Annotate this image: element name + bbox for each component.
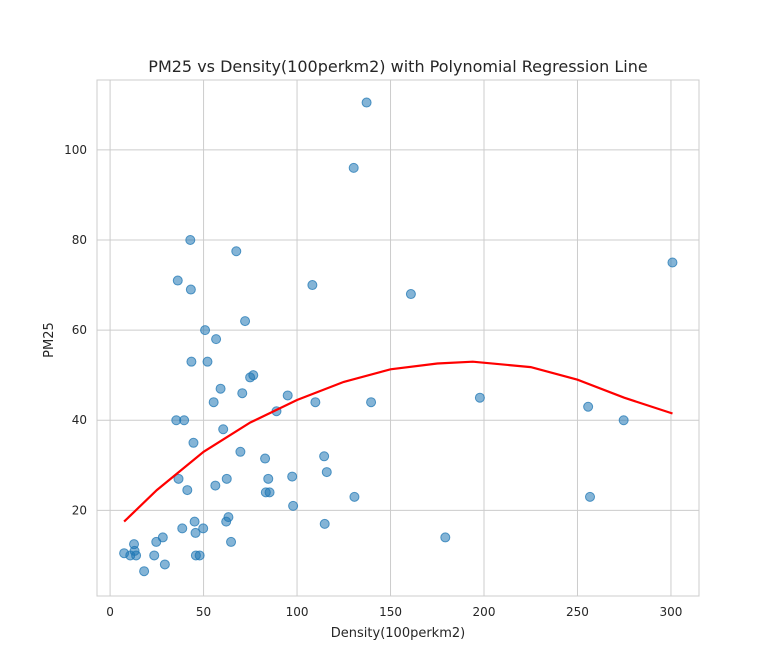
regression-line [123,360,673,523]
scatter-point [231,246,242,257]
y-tick-label: 80 [72,233,87,247]
scatter-point [185,234,196,245]
scatter-point [198,523,209,534]
scatter-point [348,162,359,173]
x-tick-label: 200 [473,605,496,619]
scatter-point [223,512,234,523]
scatter-point [149,550,160,561]
x-tick-label: 150 [379,605,402,619]
scatter-point [221,473,232,484]
scatter-point [218,424,229,435]
scatter-point [585,491,596,502]
scatter-point [182,485,193,496]
scatter-point [177,523,188,534]
scatter-point [307,280,318,291]
scatter-point [361,97,372,108]
scatter-point [202,356,213,367]
scatter-point [263,473,274,484]
scatter-point [139,566,150,577]
scatter-point [226,536,237,547]
scatter-point [474,392,485,403]
scatter-point [185,284,196,295]
y-tick-label: 60 [72,323,87,337]
scatter-point [440,532,451,543]
x-tick-label: 250 [566,605,589,619]
scatter-point [208,397,219,408]
scatter-point [366,397,377,408]
scatter-point [188,437,199,448]
scatter-point [172,275,183,286]
x-tick-label: 300 [660,605,683,619]
chart-title: PM25 vs Density(100perkm2) with Polynomi… [148,57,647,76]
scatter-point [264,487,275,498]
scatter-point [240,316,251,327]
scatter-points [119,97,678,577]
scatter-point [405,289,416,300]
scatter-point [319,451,330,462]
x-tick-label: 0 [106,605,114,619]
scatter-point [288,500,299,511]
scatter-point [667,257,678,268]
scatter-point [173,473,184,484]
scatter-point [237,388,248,399]
scatter-point [349,491,360,502]
scatter-point [131,550,142,561]
scatter-point [260,453,271,464]
x-tick-label: 50 [196,605,211,619]
scatter-point [235,446,246,457]
x-axis-label: Density(100perkm2) [331,626,465,641]
scatter-point [287,471,298,482]
scatter-point [190,527,201,538]
scatter-point [215,383,226,394]
scatter-point [583,401,594,412]
scatter-point [179,415,190,426]
plot-frame [96,79,700,597]
y-tick-label: 100 [64,143,87,157]
grid [97,80,699,596]
x-tick-labels: 0 50 100 150 200 250 300 [106,605,682,619]
scatter-point [200,325,211,336]
x-tick-label: 100 [286,605,309,619]
scatter-point [159,559,170,570]
scatter-point [210,480,221,491]
y-tick-label: 20 [72,503,87,517]
scatter-point [282,390,293,401]
scatter-point [321,467,332,478]
scatter-point [157,532,168,543]
scatter-point [211,334,222,345]
y-tick-labels: 20 40 60 80 100 [64,143,87,518]
scatter-point [189,516,200,527]
y-axis-label: PM25 [42,322,57,358]
scatter-point [319,518,330,529]
scatter-point [310,397,321,408]
scatter-point [194,550,205,561]
y-tick-label: 40 [72,413,87,427]
scatter-point [618,415,629,426]
scatter-point [248,370,259,381]
scatter-point [186,356,197,367]
